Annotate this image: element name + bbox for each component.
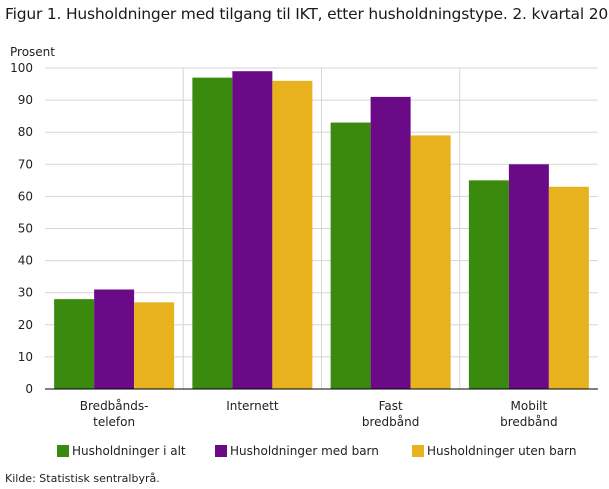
legend-swatch: [215, 445, 227, 457]
bar: [468, 180, 509, 389]
source-note: Kilde: Statistisk sentralbyrå.: [5, 472, 160, 485]
legend-label: Husholdninger med barn: [230, 444, 379, 458]
y-tick-label: 0: [25, 382, 33, 396]
y-tick-label: 20: [18, 318, 33, 332]
bar: [134, 302, 175, 389]
chart-title: Figur 1. Husholdninger med tilgang til I…: [5, 5, 609, 23]
bar: [94, 289, 135, 389]
x-tick-label: bredbånd: [362, 415, 419, 429]
legend-swatch: [57, 445, 69, 457]
x-tick-label: Mobilt: [511, 399, 548, 413]
axes: 0 10 20 30 40 50 60 70 80 90 100 Bredbånds-telefon I…: [10, 61, 598, 429]
bar: [192, 77, 233, 389]
y-tick-label: 30: [18, 286, 33, 300]
x-tick-label: Bredbånds-: [80, 399, 149, 413]
bar: [410, 135, 451, 389]
bar: [508, 164, 549, 389]
x-tick-label: telefon: [93, 415, 135, 429]
y-tick-label: 100: [10, 61, 33, 75]
bar: [54, 299, 95, 389]
y-tick-label: 90: [18, 93, 33, 107]
y-tick-label: 80: [18, 125, 33, 139]
bar: [232, 71, 273, 390]
y-tick-label: 70: [18, 157, 33, 171]
bars: [54, 71, 589, 390]
y-axis-label: Prosent: [10, 45, 55, 59]
bar: [272, 80, 313, 389]
x-tick-label: Fast: [379, 399, 403, 413]
x-tick-label: bredbånd: [500, 415, 557, 429]
legend: Husholdninger i alt Husholdninger med bar…: [57, 444, 576, 458]
bar: [548, 186, 589, 389]
y-tick-label: 40: [18, 254, 33, 268]
legend-label: Husholdninger i alt: [72, 444, 186, 458]
bar: [370, 96, 411, 389]
y-tick-label: 10: [18, 350, 33, 364]
legend-swatch: [412, 445, 424, 457]
y-tick-label: 60: [18, 189, 33, 203]
x-tick-label: Internett: [226, 399, 279, 413]
y-tick-label: 50: [18, 222, 33, 236]
bar: [330, 122, 371, 389]
legend-label: Husholdninger uten barn: [427, 444, 576, 458]
